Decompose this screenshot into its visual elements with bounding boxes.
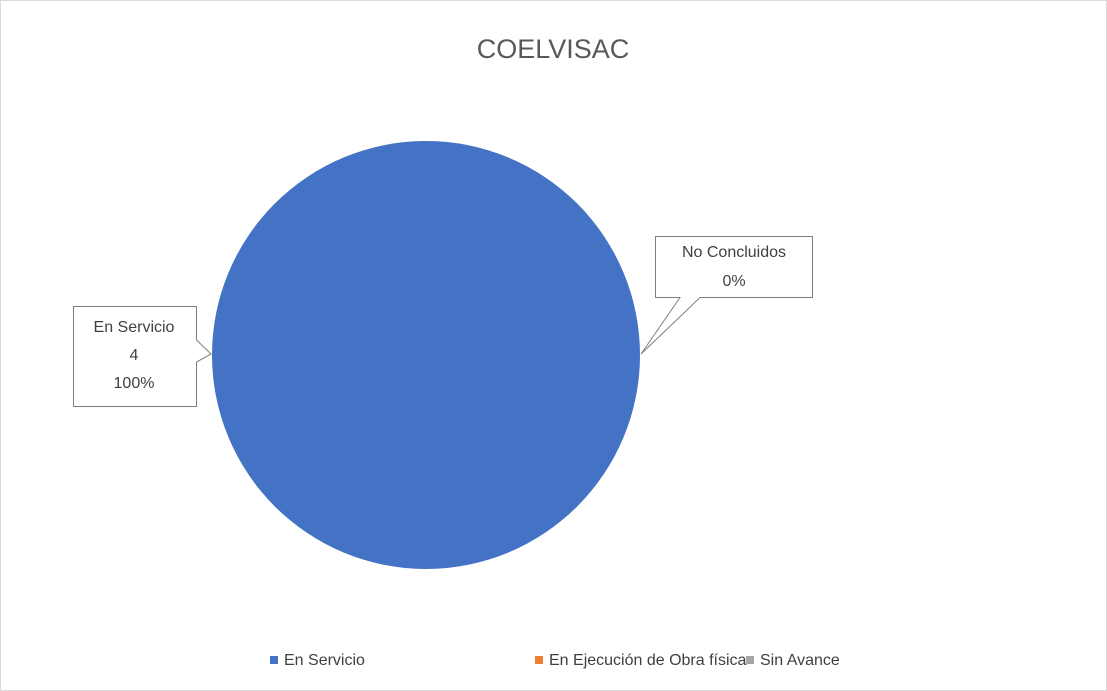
legend-label: Sin Avance	[760, 652, 840, 669]
callout-en-servicio: En Servicio 4 100%	[73, 306, 212, 407]
chart-title: COELVISAC	[477, 34, 630, 64]
callout-box	[640, 236, 813, 355]
legend-item: En Servicio	[270, 652, 365, 669]
legend-swatch	[270, 656, 278, 664]
callout-name: No Concluidos	[682, 244, 786, 261]
callout-no-concluidos: No Concluidos 0%	[640, 236, 813, 355]
callout-percent: 100%	[114, 375, 155, 392]
legend-swatch	[535, 656, 543, 664]
callout-percent: 0%	[722, 273, 745, 290]
legend-item: En Ejecución de Obra física	[535, 652, 747, 669]
legend-label: En Ejecución de Obra física	[549, 652, 747, 669]
callout-box	[73, 306, 212, 407]
pie-slice	[212, 141, 640, 569]
callout-name: En Servicio	[94, 319, 175, 336]
legend-label: En Servicio	[284, 652, 365, 669]
legend-swatch	[746, 656, 754, 664]
callout-value: 4	[130, 347, 139, 364]
legend-item: Sin Avance	[746, 652, 840, 669]
